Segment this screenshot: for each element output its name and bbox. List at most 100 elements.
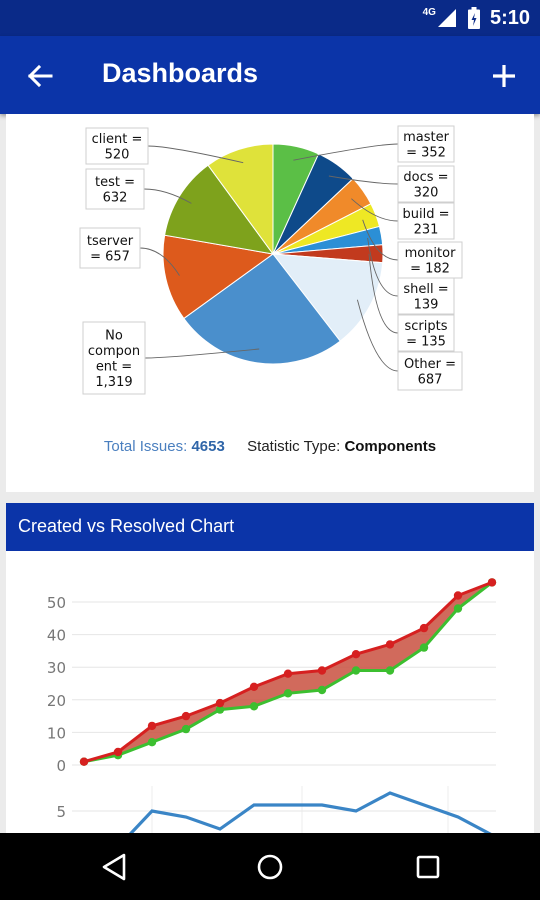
pie-label-box <box>397 277 455 315</box>
pie-label-box <box>397 314 455 352</box>
pie-label-text: = 352 <box>406 145 446 160</box>
pie-slice-client <box>207 143 274 256</box>
pie-label-text: scripts <box>405 319 448 334</box>
page-title: Dashboards <box>102 58 259 88</box>
network-type-label: 4G <box>422 6 436 18</box>
y-tick-label: 30 <box>47 659 66 677</box>
created-series-point <box>487 578 497 587</box>
pie-leader-line <box>362 219 399 261</box>
pie-leader-line <box>368 253 399 334</box>
nav-home-button[interactable] <box>250 847 290 887</box>
pie-label-text: monitor <box>405 246 457 261</box>
resolved-series-point <box>317 685 327 695</box>
trend-series-line <box>129 791 492 833</box>
created-series-point <box>385 640 395 649</box>
pie-leader-line <box>147 145 244 164</box>
created-series-point <box>79 757 89 766</box>
created-series-point <box>249 682 259 691</box>
pie-label-box <box>397 125 455 163</box>
pie-label-text: = 182 <box>410 261 450 276</box>
pie-slice-test <box>164 164 275 255</box>
pie-label-text: 320 <box>414 185 439 200</box>
pie-label-text: 632 <box>103 190 128 205</box>
pie-label-box <box>82 321 146 395</box>
home-circle-icon <box>257 854 283 880</box>
back-button[interactable] <box>18 54 62 98</box>
statistic-type-label: Statistic Type: <box>247 438 341 455</box>
y-tick-label: 10 <box>47 724 66 742</box>
app-bar: Dashboards <box>0 36 540 114</box>
pie-label-box <box>85 168 145 210</box>
pie-leader-line <box>144 348 260 359</box>
pie-label-text: shell = <box>403 282 448 297</box>
pie-label-box <box>397 241 463 279</box>
pie-leader-lines <box>139 143 399 372</box>
pie-label-box <box>397 202 455 240</box>
pie-leader-line <box>139 247 180 276</box>
plus-icon <box>493 65 515 87</box>
navigation-bar <box>0 833 540 900</box>
pie-label-box <box>85 127 149 165</box>
created-series-point <box>181 711 191 721</box>
status-bar: 4G 5:10 <box>0 0 540 36</box>
y-tick-label: 0 <box>56 757 66 775</box>
created-vs-resolved-gadget: Created vs Resolved Chart 0 10 20 30 40 50 5 <box>6 503 534 833</box>
total-issues-value[interactable]: 4653 <box>191 438 225 455</box>
pie-label-text: compon <box>88 344 140 359</box>
pie-leader-line <box>143 188 192 204</box>
gadget-title: Created vs Resolved Chart <box>18 516 235 536</box>
created-series-point <box>453 591 463 600</box>
pie-leader-line <box>351 198 399 222</box>
y-tick-label: 20 <box>47 692 66 710</box>
resolved-series-point <box>181 724 191 734</box>
status-icons: 4G 5:10 <box>423 6 530 30</box>
pie-label-text: = 135 <box>406 334 446 349</box>
pie-leader-line <box>356 299 399 372</box>
pie-chart-gadget: master = 352 docs = 320 build = 231 monitor = 1… <box>6 114 534 492</box>
resolved-series-point <box>249 702 259 711</box>
y-tick-label: 50 <box>47 594 66 612</box>
created-series-point <box>317 666 327 675</box>
add-button[interactable] <box>482 54 526 98</box>
resolved-series-point <box>147 738 157 747</box>
created-series-point <box>215 698 225 708</box>
pie-label-box <box>397 351 463 391</box>
pie-label-text: ent = <box>96 359 132 374</box>
trend-chart: 5 <box>56 791 496 833</box>
resolved-series-point <box>351 666 361 675</box>
pie-leader-line <box>293 143 399 161</box>
pie-slice-tserver <box>162 234 275 320</box>
recents-square-icon <box>416 855 440 879</box>
created-series-point <box>351 650 361 659</box>
pie-label-text: client = <box>92 132 143 147</box>
pie-label-text: master <box>403 130 449 145</box>
pie-label-text: = 657 <box>90 249 130 264</box>
resolved-series-point <box>419 643 429 652</box>
pie-stat-line: Total Issues: 4653 Statistic Type: Compo… <box>6 438 534 455</box>
pie-label-text: Other = <box>404 357 456 372</box>
battery-icon <box>467 7 480 29</box>
created-vs-resolved-chart: 0 10 20 30 40 50 5 <box>47 578 497 833</box>
total-issues-label: Total Issues: <box>103 438 188 455</box>
pie-label-text: 520 <box>105 147 130 162</box>
status-time: 5:10 <box>489 6 530 29</box>
pie-label-text: 1,319 <box>95 375 132 390</box>
pie-label-text: No <box>105 328 123 343</box>
resolved-series-point <box>283 689 293 698</box>
y-tick-label: 5 <box>56 803 66 821</box>
pie-slice-no-component <box>183 253 341 365</box>
arrow-left-icon <box>27 64 53 88</box>
back-triangle-icon <box>102 853 126 881</box>
pie-label-box <box>79 227 141 269</box>
resolved-series-point <box>215 705 225 714</box>
created-series-point <box>113 747 123 757</box>
nav-recents-button[interactable] <box>408 847 448 887</box>
created-series-point <box>283 669 293 678</box>
gadget-header[interactable]: Created vs Resolved Chart <box>6 503 534 551</box>
created-series <box>79 578 497 766</box>
created-series-point <box>147 721 157 731</box>
nav-back-button[interactable] <box>94 847 134 887</box>
